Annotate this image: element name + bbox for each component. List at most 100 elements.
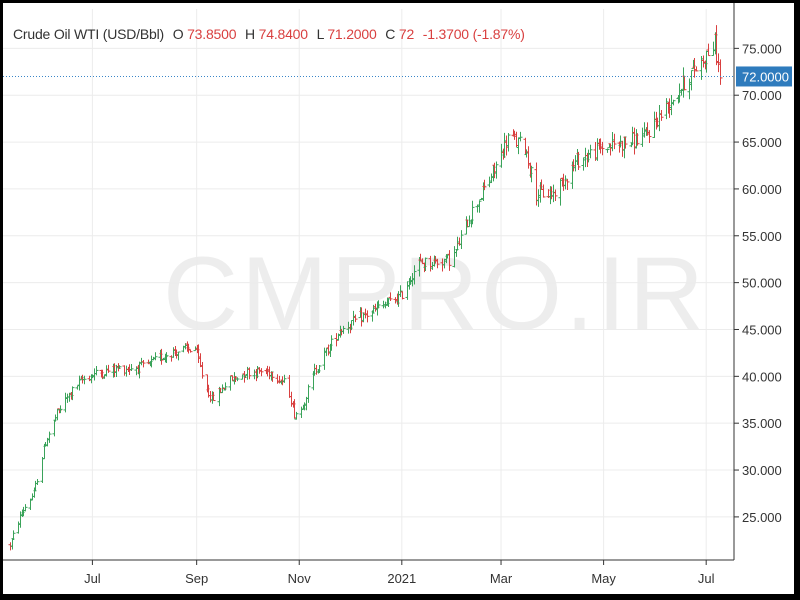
ohlc-bar bbox=[576, 151, 581, 171]
ohlc-bar bbox=[499, 143, 504, 168]
ohlc-bar bbox=[270, 371, 275, 382]
ohlc-bar bbox=[620, 140, 625, 157]
ohlc-bar bbox=[10, 538, 15, 550]
ohlc-bar bbox=[282, 374, 287, 383]
ohlc-bar bbox=[287, 375, 292, 398]
ohlc-bar bbox=[518, 131, 523, 142]
ohlc-bar bbox=[106, 364, 111, 373]
last-price-label: 72.0000 bbox=[742, 69, 789, 84]
ohlc-bar bbox=[477, 200, 482, 213]
ohlc-bar bbox=[640, 127, 645, 147]
ohlc-bar bbox=[588, 144, 593, 159]
price-chart[interactable]: 25.000 30.000 35.000 40.000 45.000 50.000 55.0… bbox=[3, 3, 794, 594]
ohlc-bar bbox=[16, 521, 21, 534]
y-tick-label: 60.000 bbox=[742, 182, 782, 197]
ohlc-bar bbox=[593, 141, 598, 161]
ohlc-bar bbox=[188, 349, 193, 353]
ohlc-bar bbox=[459, 230, 464, 250]
ohlc-bar bbox=[400, 291, 405, 300]
ohlc-bar bbox=[664, 98, 669, 120]
ohlc-bar bbox=[75, 385, 80, 390]
ohlc-bar bbox=[52, 419, 57, 437]
chart-panel: CMPRO.IR 25.000 30.000 35.000 40.000 45.000 5… bbox=[3, 3, 794, 594]
ohlc-bar bbox=[514, 131, 519, 147]
ohlc-bar bbox=[388, 292, 393, 301]
ohlc-bar bbox=[551, 184, 556, 203]
ohlc-bar bbox=[200, 361, 205, 379]
ohlc-bar bbox=[363, 308, 368, 319]
ohlc-bar bbox=[129, 363, 134, 372]
open-value: 73.8500 bbox=[187, 26, 237, 42]
ohlc-bar bbox=[573, 155, 578, 172]
ohlc-bar bbox=[259, 368, 264, 377]
ohlc-bar bbox=[618, 135, 623, 148]
open-label: O bbox=[172, 26, 184, 42]
y-tick-label: 55.000 bbox=[742, 229, 782, 244]
ohlc-bar bbox=[534, 162, 539, 206]
ohlc-bar bbox=[23, 504, 28, 512]
ohlc-bar bbox=[541, 184, 546, 198]
x-tick-label: Jul bbox=[84, 571, 101, 586]
ohlc-bar bbox=[428, 255, 433, 272]
ohlc-bar bbox=[635, 133, 640, 146]
ohlc-bar bbox=[558, 178, 563, 206]
ohlc-bar bbox=[381, 300, 386, 309]
ohlc-bar bbox=[410, 273, 415, 287]
ohlc-bar bbox=[153, 352, 158, 361]
ohlc-bar bbox=[553, 189, 558, 202]
ohlc-bar bbox=[467, 215, 472, 228]
ohlc-bar bbox=[94, 366, 99, 376]
ohlc-bar bbox=[317, 364, 322, 374]
ohlc-bar bbox=[164, 352, 169, 363]
ohlc-bar bbox=[289, 391, 294, 407]
ohlc-bar bbox=[706, 43, 711, 57]
ohlc-bar bbox=[612, 133, 617, 150]
ohlc-bar bbox=[92, 368, 97, 381]
change-value: -1.3700 bbox=[422, 26, 469, 42]
ohlc-bar bbox=[65, 393, 70, 403]
high-label: H bbox=[245, 26, 255, 42]
ohlc-bar bbox=[47, 431, 52, 443]
ohlc-bar bbox=[18, 511, 23, 528]
y-tick-label: 65.000 bbox=[742, 135, 782, 150]
ohlc-bar bbox=[275, 374, 280, 384]
ohlc-bar bbox=[141, 360, 146, 368]
x-tick-label: Nov bbox=[288, 571, 312, 586]
ohlc-bar bbox=[211, 391, 216, 401]
ohlc-bar bbox=[475, 204, 480, 213]
high-value: 74.8400 bbox=[258, 26, 308, 42]
y-tick-label: 50.000 bbox=[742, 276, 782, 291]
ohlc-bar bbox=[506, 133, 511, 152]
ohlc-bar bbox=[718, 59, 723, 85]
ohlc-bar bbox=[35, 478, 40, 486]
ohlc-bar bbox=[304, 396, 309, 411]
ohlc-bar bbox=[176, 351, 181, 361]
ohlc-bar bbox=[563, 175, 568, 190]
ohlc-bar bbox=[398, 285, 403, 297]
change-percent: (-1.87%) bbox=[472, 26, 525, 42]
ohlc-bar bbox=[312, 363, 317, 376]
ohlc-bar bbox=[124, 365, 129, 377]
ohlc-bar bbox=[442, 258, 447, 269]
ohlc-bar bbox=[223, 382, 228, 391]
ohlc-bar bbox=[482, 179, 487, 191]
ohlc-bar bbox=[63, 392, 68, 413]
y-tick-label: 30.000 bbox=[742, 463, 782, 478]
ohlc-bar bbox=[605, 148, 610, 153]
ohlc-bar bbox=[689, 70, 694, 91]
ohlc-bar bbox=[247, 367, 252, 380]
ohlc-bar bbox=[536, 189, 541, 207]
ohlc-bar bbox=[565, 179, 570, 190]
ohlc-bar bbox=[632, 127, 637, 155]
chart-header: Crude Oil WTI (USD/Bbl) O 73.8500 H 74.8… bbox=[13, 26, 525, 42]
x-tick-label: Jul bbox=[698, 571, 715, 586]
ohlc-bar bbox=[652, 111, 657, 138]
ohlc-bar bbox=[393, 297, 398, 304]
ohlc-bar bbox=[529, 165, 534, 183]
ohlc-bar bbox=[55, 408, 60, 421]
ohlc-bar bbox=[623, 136, 628, 149]
ohlc-bar bbox=[265, 365, 270, 377]
ohlc-bar bbox=[122, 365, 127, 376]
ohlc-bar bbox=[600, 141, 605, 156]
